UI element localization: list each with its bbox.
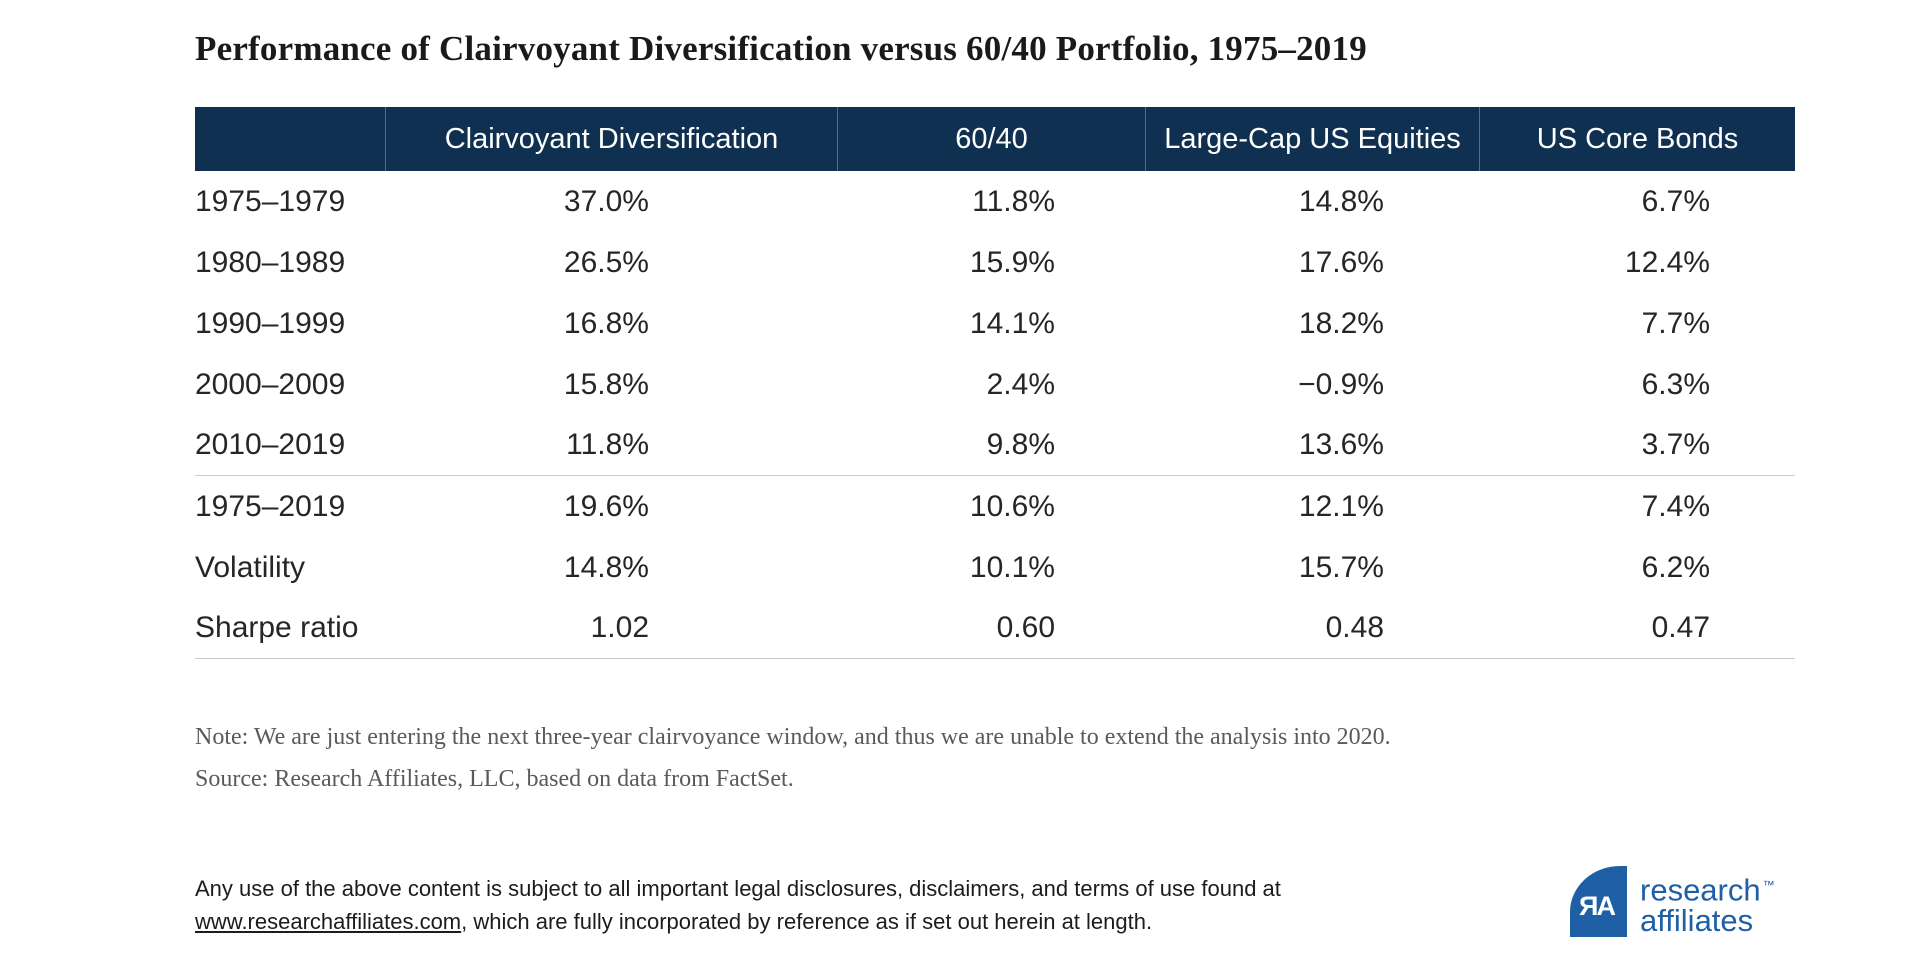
note-text: Note: We are just entering the next thre… [195, 724, 1391, 750]
row-label: 1980–1989 [195, 245, 346, 279]
cell-value: 16.8% [563, 306, 649, 340]
cell-value: 10.6% [969, 489, 1055, 523]
cell-value: 15.7% [1298, 550, 1384, 584]
header-cell-large-cap-us-equities: Large-Cap US Equities [1145, 107, 1479, 171]
header-cell-empty [195, 107, 385, 171]
trademark-symbol: ™ [1762, 878, 1775, 892]
logo-word-research: research ™ [1640, 872, 1775, 908]
cell-value: 14.8% [1298, 184, 1384, 218]
cell-value: 0.47 [1651, 611, 1710, 644]
row-label: 2000–2009 [195, 367, 346, 401]
table-row: 2010–2019 11.8% 9.8% 13.6% 3.7% [195, 415, 1795, 476]
cell-value: 15.9% [969, 245, 1055, 279]
ra-monogram-letters: ЯA [1579, 891, 1616, 921]
cell-value: 10.1% [969, 550, 1055, 584]
table-row: 1990–1999 16.8% 14.1% 18.2% 7.7% [195, 293, 1795, 354]
cell-value: 12.4% [1624, 245, 1710, 279]
cell-value: 0.60 [996, 611, 1055, 644]
cell-value: 37.0% [563, 184, 649, 218]
row-label: 1975–2019 [195, 489, 346, 523]
cell-value: 17.6% [1298, 245, 1384, 279]
figure-title: Performance of Clairvoyant Diversificati… [195, 29, 1367, 68]
cell-value: 7.4% [1641, 489, 1710, 523]
source-text: Source: Research Affiliates, LLC, based … [195, 766, 794, 792]
cell-value: 11.8% [972, 184, 1055, 218]
cell-value: 12.1% [1298, 489, 1384, 523]
header-cell-60-40: 60/40 [837, 107, 1145, 171]
cell-value: 9.8% [986, 428, 1055, 461]
logo-word-affiliates: affiliates [1640, 903, 1754, 939]
table-row: Volatility 14.8% 10.1% 15.7% 6.2% [195, 537, 1795, 598]
ra-monogram-icon: ЯA [1570, 866, 1627, 937]
cell-value: 14.1% [969, 306, 1055, 340]
row-label: Sharpe ratio [195, 611, 359, 644]
table-header-row: Clairvoyant Diversification 60/40 Large-… [195, 107, 1795, 171]
table-row: 1975–1979 37.0% 11.8% 14.8% 6.7% [195, 171, 1795, 232]
cell-value: 26.5% [563, 245, 649, 279]
legal-disclaimer: Any use of the above content is subject … [195, 872, 1395, 938]
table-row: 1975–2019 19.6% 10.6% 12.1% 7.4% [195, 476, 1795, 537]
cell-value: 0.48 [1325, 611, 1384, 644]
cell-value: 18.2% [1298, 306, 1384, 340]
cell-value: 13.6% [1298, 428, 1384, 461]
cell-value: 7.7% [1641, 306, 1710, 340]
cell-value: 11.8% [566, 428, 649, 461]
cell-value: 6.7% [1641, 184, 1710, 218]
cell-value: 6.2% [1641, 550, 1710, 584]
cell-value: 3.7% [1641, 428, 1710, 461]
cell-value: 6.3% [1641, 367, 1710, 401]
row-label: Volatility [195, 550, 306, 584]
performance-table: Clairvoyant Diversification 60/40 Large-… [195, 107, 1795, 659]
notes-block: Note: We are just entering the next thre… [195, 716, 1391, 800]
logo-wordmark: research ™ affiliates [1640, 870, 1775, 936]
researchaffiliates-link[interactable]: www.researchaffiliates.com [195, 909, 462, 934]
row-label: 1990–1999 [195, 306, 346, 340]
table-row: 1980–1989 26.5% 15.9% 17.6% 12.4% [195, 232, 1795, 293]
header-cell-us-core-bonds: US Core Bonds [1479, 107, 1795, 171]
cell-value: 2.4% [986, 367, 1055, 401]
disclaimer-line2-rest: , which are fully incorporated by refere… [461, 909, 1153, 934]
row-label: 1975–1979 [195, 184, 346, 218]
cell-value: 14.8% [563, 550, 649, 584]
cell-value: 1.02 [590, 611, 649, 644]
row-label: 2010–2019 [195, 428, 346, 461]
cell-value: 19.6% [563, 489, 649, 523]
research-affiliates-logo: ЯA research ™ affiliates [1570, 866, 1775, 937]
table-row: Sharpe ratio 1.02 0.60 0.48 0.47 [195, 598, 1795, 659]
disclaimer-line1: Any use of the above content is subject … [195, 876, 1281, 901]
table-row: 2000–2009 15.8% 2.4% −0.9% 6.3% [195, 354, 1795, 415]
header-cell-clairvoyant-diversification: Clairvoyant Diversification [385, 107, 837, 171]
cell-value: 15.8% [563, 367, 649, 401]
cell-value: −0.9% [1298, 367, 1384, 401]
